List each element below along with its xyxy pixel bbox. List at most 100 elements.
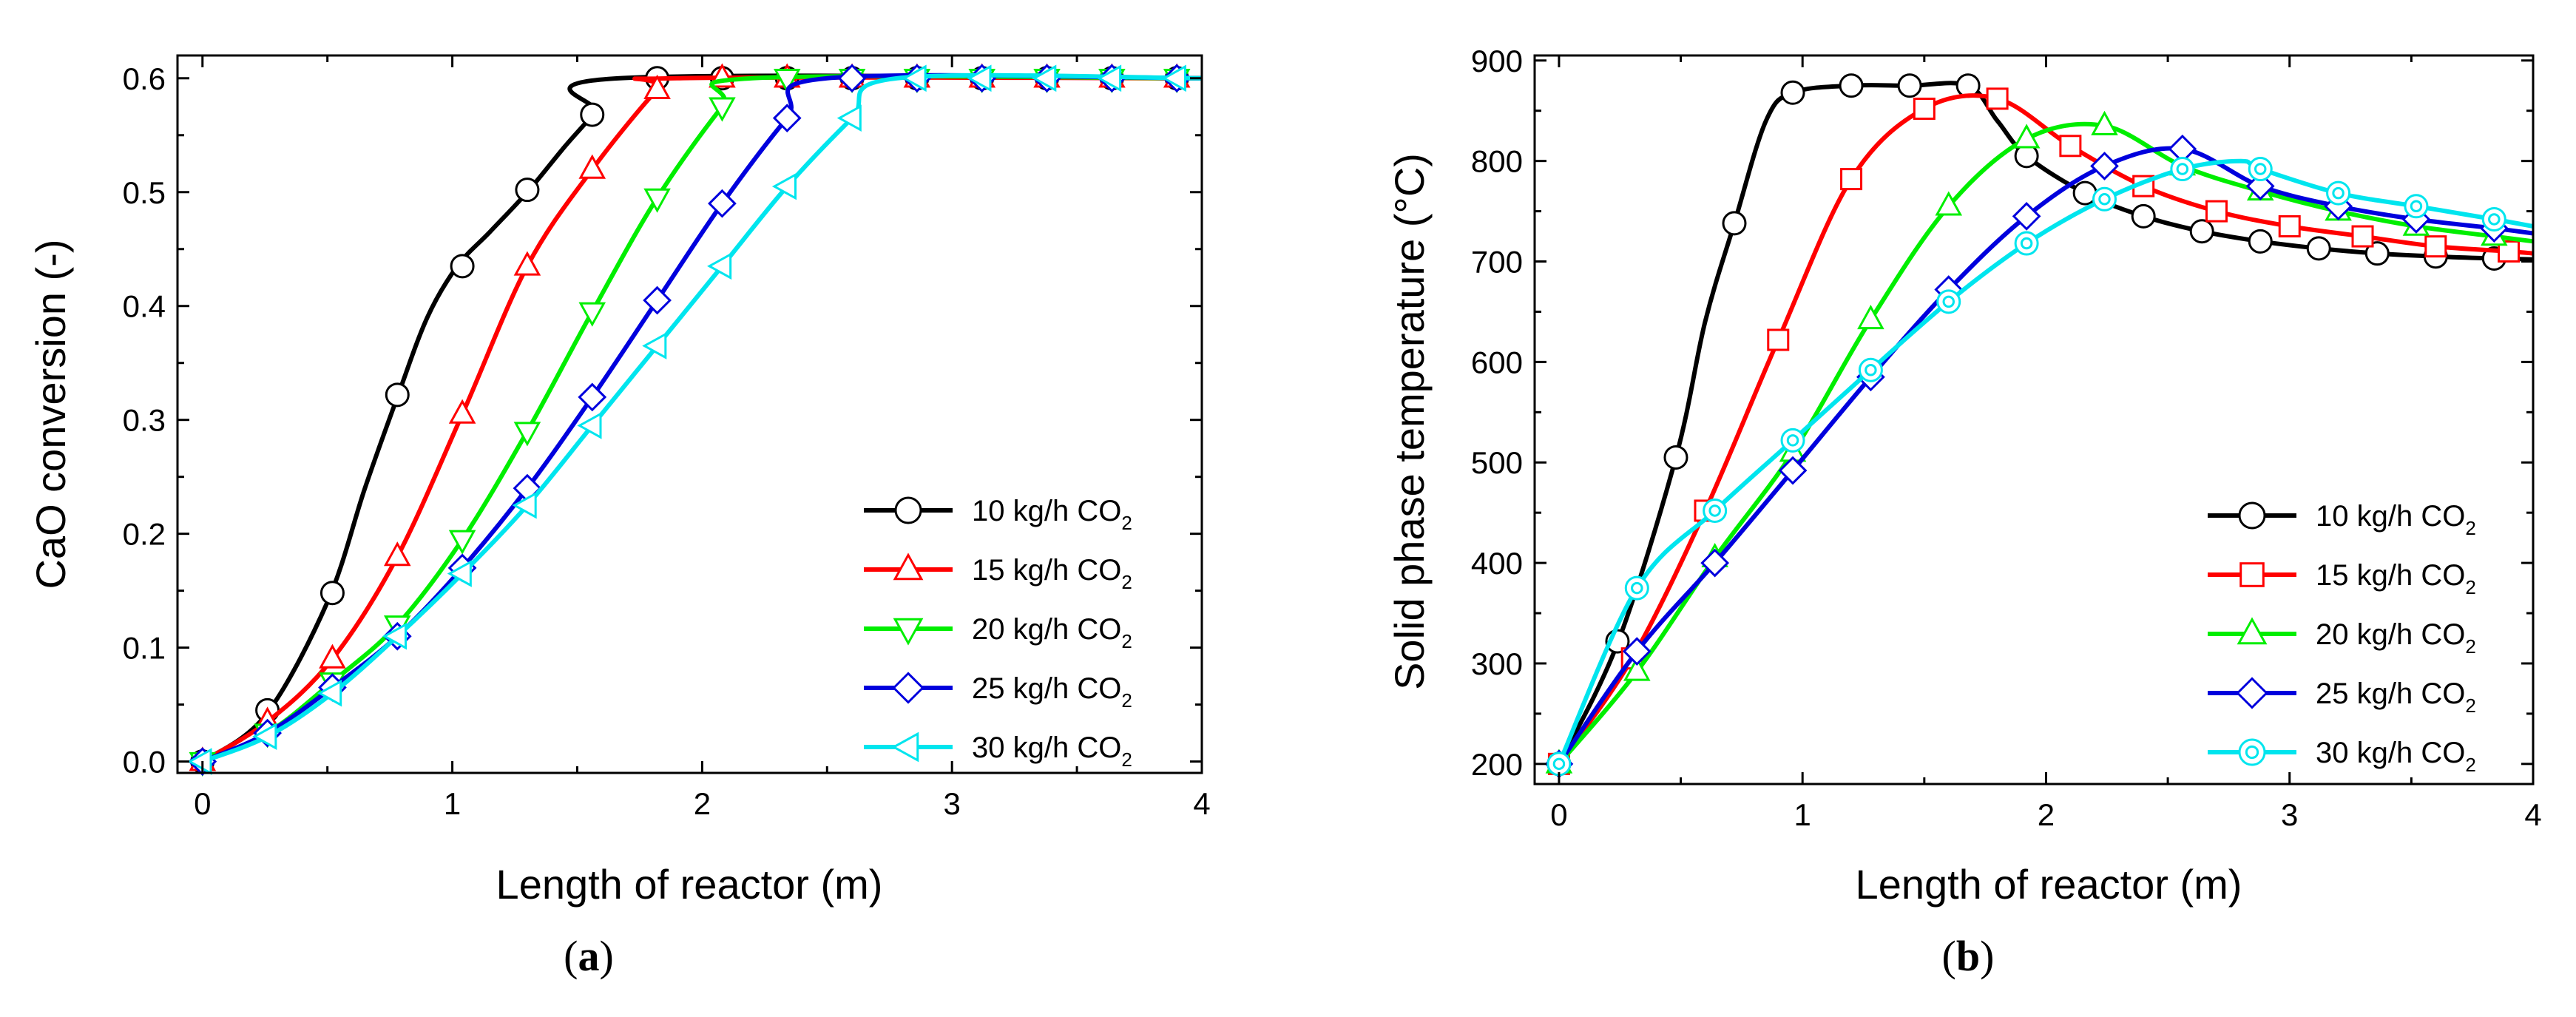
series-3 [189,69,1203,777]
chart-b-ticks: 0 1 2 3 4 200 300 400 500 600 700 800 900 [1471,44,2542,832]
y-tick-label: 0.3 [123,403,166,438]
chart-a-panel-label: (a) [564,932,614,980]
data-point [385,382,410,408]
data-point [2090,152,2119,180]
data-point-inner [2176,163,2189,175]
y-tick-label: 900 [1471,44,1523,78]
x-tick-label: 3 [944,786,961,821]
legend-item-4: 25 kg/h CO2 [2208,677,2476,717]
data-point [2351,225,2374,248]
data-point [643,285,672,315]
data-point [317,679,342,707]
data-point [447,560,472,587]
data-point [2131,203,2156,229]
legend-marker [2236,677,2268,709]
series-line [201,72,1203,764]
data-point [513,422,541,447]
chart-a-plot-area [187,63,1203,777]
data-point [1986,87,2009,110]
y-tick-label: 800 [1471,144,1523,179]
series-line [1557,158,2534,766]
series-2 [189,63,1203,771]
chart-a-x-axis-title: Length of reactor (m) [496,861,883,908]
series-3 [1545,110,2534,774]
data-point [1703,498,1728,523]
data-point [252,723,277,751]
y-tick-label: 0.0 [123,745,166,780]
data-point [2498,240,2521,263]
chart-b-legend: 10 kg/h CO2 15 kg/h CO2 20 kg/h CO2 25 kg/h… [2208,500,2476,776]
chart-b-plot-area [1544,73,2534,779]
data-point [1622,637,1652,666]
data-point-inner [2254,163,2267,175]
data-point [320,581,345,606]
legend-label: 25 kg/h CO2 [2316,678,2476,717]
x-tick-label: 1 [444,786,461,821]
data-point [2424,235,2447,258]
x-tick-label: 4 [2524,797,2541,832]
chart-b-y-axis-title: Solid phase temperature (°C) [1386,153,1433,690]
data-point [513,251,541,276]
data-point [2326,180,2351,206]
legend-label: 15 kg/h CO2 [972,554,1132,593]
data-point-inner [1942,295,1955,308]
legend-label: 25 kg/h CO2 [972,672,1132,712]
data-point [1897,73,1922,98]
chart-a-y-axis-title: CaO conversion (-) [27,239,74,589]
data-point-inner [1708,504,1721,517]
data-point [2092,186,2117,212]
data-point [2245,172,2275,200]
data-point [578,302,606,327]
data-point-inner [2332,186,2345,200]
data-point [450,254,475,279]
data-point [2248,229,2273,254]
y-tick-label: 0.5 [123,175,166,210]
data-point [1780,80,1805,105]
legend-marker [2237,617,2268,645]
series-line [201,73,1203,764]
data-point [2091,110,2118,135]
legend-marker [894,496,922,524]
chart-b-panel-label: (b) [1942,932,1995,980]
data-point [1778,456,1808,485]
y-tick-label: 300 [1471,646,1523,681]
data-point [1936,289,1961,314]
data-point-inner [2488,213,2501,226]
data-point [383,541,411,567]
legend-label: 30 kg/h CO2 [2316,737,2476,776]
legend-marker [891,732,919,763]
data-point [580,102,605,127]
chart-b-x-axis-title: Length of reactor (m) [1856,861,2242,908]
legend-item-5: 30 kg/h CO2 [2208,737,2476,776]
data-point [1032,64,1057,92]
data-point [1913,98,1936,121]
legend-marker [893,553,924,581]
chart-b-frame [1533,54,2535,785]
x-tick-label: 4 [1193,786,1210,821]
legend-marker [2238,738,2266,766]
y-tick-label: 700 [1471,245,1523,280]
series-4 [1544,134,2534,779]
data-point [2205,200,2228,223]
legend-label: 30 kg/h CO2 [972,732,1132,771]
legend-item-4: 25 kg/h CO2 [864,672,1132,712]
data-point-inner [2410,200,2423,213]
x-tick-label: 2 [694,786,711,821]
data-point [512,491,537,519]
series-line [201,73,1203,764]
data-point [2248,157,2273,182]
data-point [1839,73,1864,98]
data-point-inner [2098,193,2111,206]
data-point [771,172,797,200]
legend-marker [892,672,924,704]
data-point [643,188,671,213]
series-5 [1546,157,2534,777]
data-point [2306,236,2331,261]
legend-marker [2238,501,2266,530]
data-point [1663,445,1688,470]
legend-item-5: 30 kg/h CO2 [864,732,1132,771]
data-point [1858,357,1883,382]
series-line [1557,93,2534,766]
data-point [448,399,476,424]
data-point [1700,548,1730,578]
